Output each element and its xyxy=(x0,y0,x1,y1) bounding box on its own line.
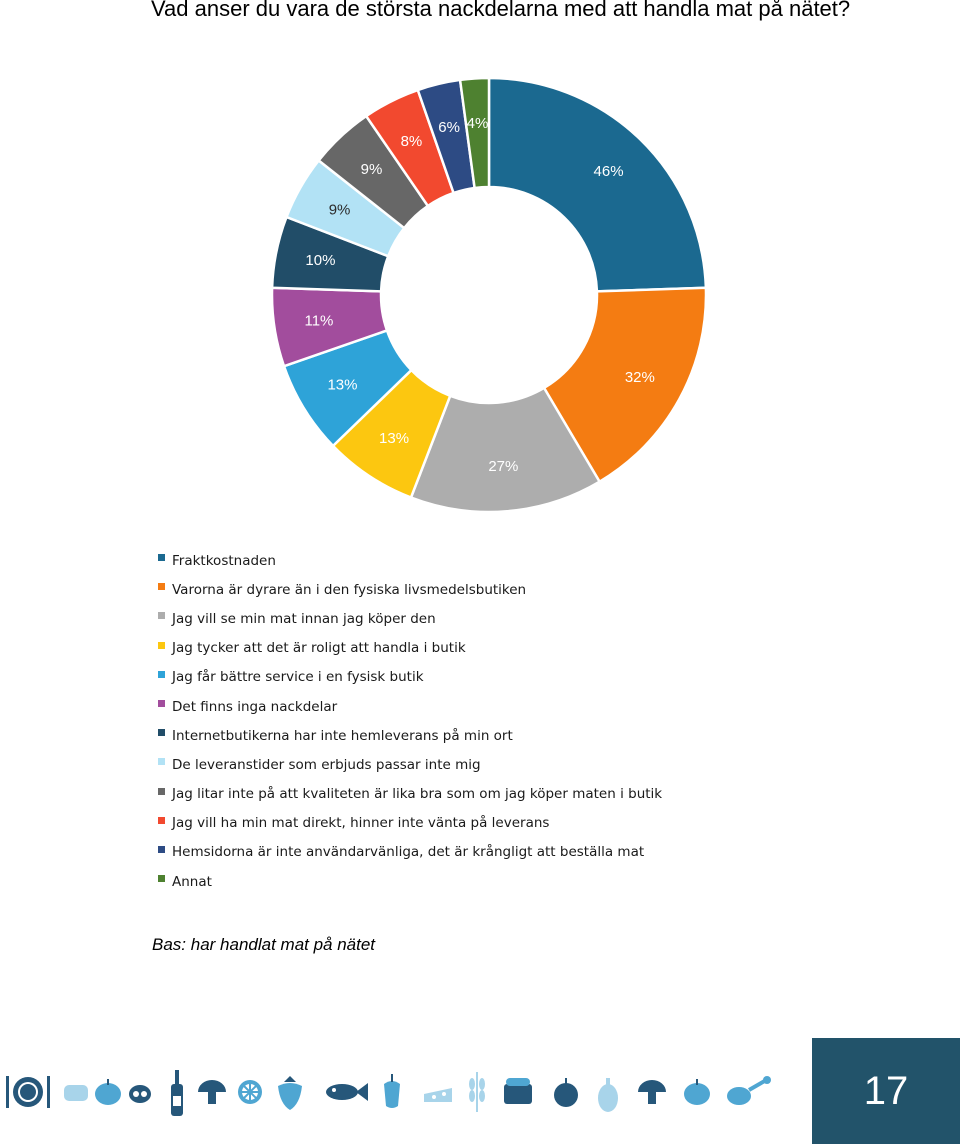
fork-knife-plate-icon xyxy=(6,1076,50,1108)
slice-label-5: 13% xyxy=(327,377,357,394)
legend-swatch xyxy=(158,700,165,708)
slice-label-6: 11% xyxy=(304,312,333,329)
legend-item: Varorna är dyrare än i den fysiska livsm… xyxy=(158,575,662,604)
donut-chart: 46% 32% 27% 13% 13% 11% 10% 9% 9% 8% 6% 4% xyxy=(270,76,708,514)
pepper-icon xyxy=(384,1074,400,1108)
wine-bottle-icon xyxy=(171,1070,183,1116)
mushroom-icon xyxy=(198,1080,226,1104)
legend-swatch xyxy=(158,816,165,824)
legend-label: Internetbutikerna har inte hemleverans p… xyxy=(172,727,513,744)
legend-item: Jag vill ha min mat direkt, hinner inte … xyxy=(158,809,662,838)
legend-swatch xyxy=(158,758,165,766)
donut-slice-2 xyxy=(542,286,708,484)
legend-label: Hemsidorna är inte användarvänliga, det … xyxy=(172,844,645,861)
bread-icon xyxy=(64,1085,88,1101)
legend-label: Jag tycker att det är roligt att handla … xyxy=(172,640,466,657)
mushroom-icon xyxy=(638,1080,666,1104)
legend-item: Fraktkostnaden xyxy=(158,546,662,575)
bread-loaf-icon xyxy=(504,1078,532,1104)
legend-swatch xyxy=(158,641,165,649)
eggplant-icon xyxy=(598,1078,618,1112)
ham-icon xyxy=(727,1076,771,1105)
legend-swatch xyxy=(158,612,165,620)
chart-legend: Fraktkostnaden Varorna är dyrare än i den… xyxy=(158,546,662,896)
slice-label-2: 32% xyxy=(625,369,655,386)
legend-item: Annat xyxy=(158,867,662,896)
wheat-icon xyxy=(469,1072,485,1112)
legend-item: De leveranstider som erbjuds passar inte… xyxy=(158,750,662,779)
legend-swatch xyxy=(158,845,165,853)
legend-label: Varorna är dyrare än i den fysiska livsm… xyxy=(172,581,527,598)
legend-label: Annat xyxy=(172,873,212,890)
fish-icon xyxy=(326,1083,368,1101)
legend-label: Det finns inga nackdelar xyxy=(172,698,338,715)
donut-slice-1 xyxy=(487,76,708,293)
bell-pepper-icon xyxy=(129,1085,151,1103)
page-number-box: 17 xyxy=(812,1038,960,1144)
legend-label: Jag får bättre service i en fysisk butik xyxy=(172,669,424,686)
legend-swatch xyxy=(158,583,165,591)
strawberry-icon xyxy=(278,1076,302,1110)
legend-swatch xyxy=(158,729,165,737)
slice-label-10: 8% xyxy=(401,133,423,150)
legend-item: Hemsidorna är inte användarvänliga, det … xyxy=(158,838,662,867)
legend-item: Jag tycker att det är roligt att handla … xyxy=(158,634,662,663)
legend-label: Fraktkostnaden xyxy=(172,552,276,569)
legend-swatch xyxy=(158,554,165,562)
slice-label-9: 9% xyxy=(361,161,383,178)
slice-label-1: 46% xyxy=(594,163,624,180)
slice-label-3: 27% xyxy=(488,458,518,475)
legend-item: Jag får bättre service i en fysisk butik xyxy=(158,663,662,692)
tomato-icon xyxy=(95,1079,121,1105)
slice-label-4: 13% xyxy=(379,430,409,447)
donut-slice-12 xyxy=(458,76,491,190)
slice-label-11: 6% xyxy=(438,119,460,136)
legend-swatch xyxy=(158,787,165,795)
legend-item: Det finns inga nackdelar xyxy=(158,692,662,721)
footer-icon-strip xyxy=(6,1070,771,1116)
page-title: Vad anser du vara de största nackdelarna… xyxy=(151,0,851,21)
slice-label-12: 4% xyxy=(467,115,489,132)
legend-swatch xyxy=(158,875,165,883)
slice-label-8: 9% xyxy=(329,201,351,218)
legend-label: Jag litar inte på att kvaliteten är lika… xyxy=(172,786,663,803)
legend-item: Jag vill se min mat innan jag köper den xyxy=(158,604,662,633)
legend-item: Internetbutikerna har inte hemleverans p… xyxy=(158,721,662,750)
slice-label-7: 10% xyxy=(305,252,335,269)
legend-label: De leveranstider som erbjuds passar inte… xyxy=(172,756,481,773)
base-note: Bas: har handlat mat på nätet xyxy=(152,935,376,954)
cheese-icon xyxy=(424,1088,452,1102)
citrus-slice-icon xyxy=(238,1080,262,1104)
page-number: 17 xyxy=(863,1068,909,1113)
legend-label: Jag vill se min mat innan jag köper den xyxy=(172,610,436,627)
apple-icon xyxy=(554,1078,578,1107)
legend-label: Jag vill ha min mat direkt, hinner inte … xyxy=(172,815,550,832)
legend-swatch xyxy=(158,670,165,678)
tomato-icon xyxy=(684,1079,710,1105)
legend-item: Jag litar inte på att kvaliteten är lika… xyxy=(158,780,662,809)
